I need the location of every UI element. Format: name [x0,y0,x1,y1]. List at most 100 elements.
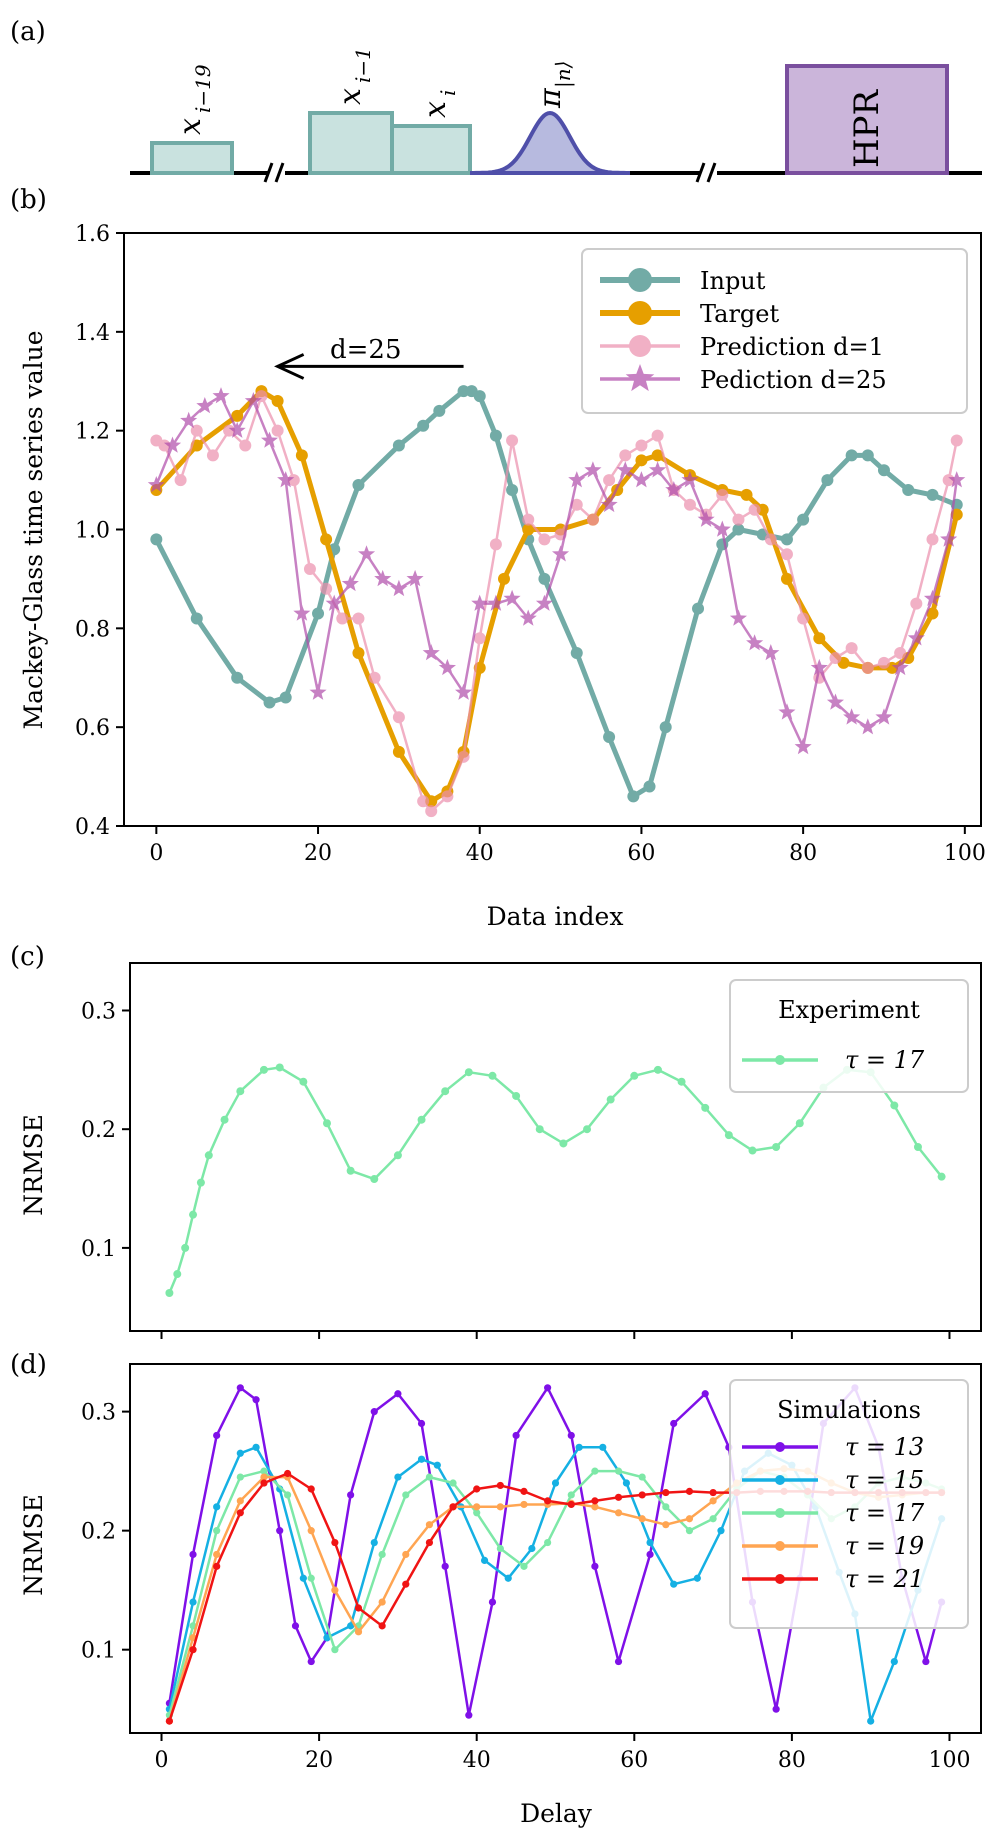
data-point [890,1101,899,1110]
data-point [653,1065,662,1074]
data-point [861,449,874,462]
data-point [630,1071,639,1080]
data-point [471,594,489,611]
data-point [212,387,230,404]
data-point [646,1550,654,1559]
data-point [441,1562,449,1570]
data-point [252,1396,260,1404]
data-point [392,745,405,758]
data-point [441,790,454,803]
data-point [346,1166,355,1175]
data-point [632,471,650,488]
series-line [155,394,958,749]
series-prediction-d-1 [150,390,963,818]
data-point [473,1509,481,1517]
data-point [794,737,812,755]
legend-marker [775,1475,785,1485]
data-point [506,434,519,447]
data-point [488,1598,497,1606]
data-point [821,474,834,487]
data-point [902,483,915,496]
data-point [940,530,958,547]
data-point [378,1598,386,1606]
data-point [303,563,316,576]
data-point [189,1646,197,1654]
x-tick-label: 80 [789,841,817,866]
data-point [670,1419,678,1428]
y-tick-label: 0.4 [75,815,110,840]
data-point [614,1467,623,1475]
data-point [417,1419,426,1428]
legend-marker [628,268,652,292]
data-point [638,1491,646,1499]
legend-b-label-target: Target [700,300,779,328]
data-point [780,548,793,561]
data-point [283,1469,292,1478]
data-point [552,545,570,562]
data-point [567,1431,575,1440]
data-point [603,474,616,487]
data-point [263,696,276,709]
data-point [638,1473,646,1481]
data-point [716,488,729,501]
legend-swatch [742,1475,818,1485]
series-group-c [165,1063,946,1298]
svg-text:x: x [418,101,453,118]
block-x-i-19 [150,141,234,175]
data-point [213,1527,221,1535]
data-point [772,1143,781,1151]
data-point [662,1503,670,1511]
legend-b-label-input: Input [700,267,766,295]
data-point [859,718,877,735]
data-point [717,1527,725,1535]
data-point [378,1550,386,1559]
svg-text:i: i [436,90,460,96]
legend-c: Experiment τ = 17 [729,979,969,1093]
legend-d-title: Simulations [777,1396,921,1424]
data-point [948,471,966,488]
data-point [890,1657,898,1666]
data-point [520,1487,528,1495]
label-x-i-1: x i−1 [333,47,375,105]
data-point [692,602,705,615]
data-point [352,612,365,625]
data-point [354,1628,363,1636]
y-tick-label: 0.6 [75,716,110,741]
data-point [236,1087,245,1096]
data-point [810,658,828,676]
panel-b: (b) 0 20 40 60 80 100 0.4 0.6 0.8 1.0 1.2 1.4 1.6 d=… [10,185,986,931]
data-point [213,1550,221,1559]
data-point [228,421,246,438]
data-point [312,607,325,620]
legend-b: Input Target Prediction d=1 Pediction d=… [581,248,968,414]
data-point [260,1473,268,1481]
data-point [619,449,632,462]
axis-ticks-c: 0.1 0.2 0.3 [81,999,951,1339]
data-point [271,424,284,437]
data-point [496,1503,504,1511]
data-point [748,1146,757,1155]
data-point [764,533,777,546]
data-point [528,1544,536,1553]
data-point [323,1634,331,1642]
data-point [591,1497,599,1505]
data-point [496,1481,504,1490]
annotation-arrow: d=25 [274,335,464,380]
data-point [433,404,446,417]
legend-marker [775,1442,785,1452]
label-x-i-19: x i−19 [173,64,215,135]
legend-swatch [742,1055,818,1065]
data-point [295,449,308,462]
legend-d-label-tau17: τ = 17 [845,1499,925,1527]
data-point [325,594,343,611]
data-point [473,390,486,403]
data-point [843,708,861,725]
data-point [512,1091,521,1100]
data-point [677,1077,686,1086]
data-point [374,569,392,587]
data-point [487,594,505,611]
data-point [331,1646,339,1654]
data-point [797,513,810,526]
series-pediction-d-25 [147,387,966,755]
data-point [709,1497,717,1505]
